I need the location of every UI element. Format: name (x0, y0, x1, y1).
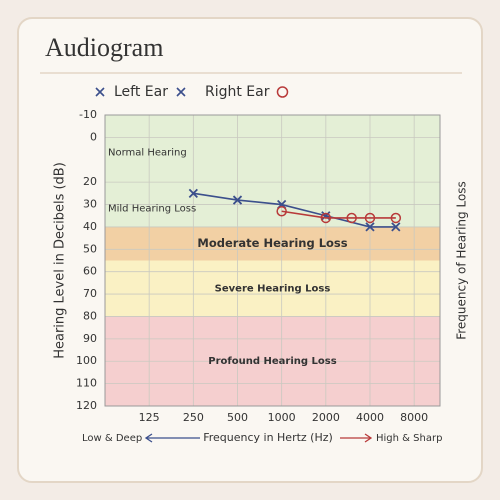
legend-marker (276, 86, 289, 98)
marker-o (364, 212, 376, 224)
y-tick-label: 90 (83, 332, 97, 345)
y-tick-label: 110 (76, 377, 97, 390)
y2-axis-label: Frequency of Hearing Loss (455, 181, 469, 340)
marker-x (188, 188, 198, 198)
x-tick-label: 500 (227, 411, 248, 424)
high-arrow (340, 433, 373, 443)
y-tick-label: 50 (83, 242, 97, 255)
y-tick-label: 60 (83, 265, 97, 278)
y-tick-label: 20 (83, 175, 97, 188)
y-tick-label: 70 (83, 287, 97, 300)
marker-x (365, 222, 375, 232)
y-tick-label: 40 (83, 220, 97, 233)
low-label: Low & Deep (82, 433, 142, 444)
series-line (281, 210, 396, 219)
marker-o (320, 212, 332, 224)
marker-x (391, 222, 401, 232)
title: Audiogram (45, 33, 163, 62)
legend-marker (176, 87, 186, 97)
band-label: Normal Hearing (108, 148, 187, 159)
low-arrow (144, 433, 200, 443)
x-tick-label: 1000 (268, 411, 296, 424)
high-label: High & Sharp (376, 433, 442, 444)
severity-band (105, 115, 440, 183)
x-tick-label: 2000 (312, 411, 340, 424)
y-tick-label: -10 (79, 108, 97, 121)
band-label: Mild Hearing Loss (108, 204, 196, 215)
x-tick-label: 8000 (400, 411, 428, 424)
x-tick-label: 125 (139, 411, 160, 424)
y-axis-label: Hearing Level in Decibels (dB) (53, 162, 68, 359)
legend-label: Right Ear (205, 84, 270, 100)
band-label: Moderate Hearing Loss (197, 236, 347, 250)
y-tick-label: 100 (76, 354, 97, 367)
x-axis-label: Frequency in Hertz (Hz) (203, 431, 333, 444)
band-label: Severe Hearing Loss (215, 283, 331, 294)
severity-band (105, 226, 440, 261)
x-tick-label: 4000 (356, 411, 384, 424)
band-label: Profound Hearing Loss (208, 356, 336, 367)
legend-marker (95, 87, 105, 97)
y-tick-label: 30 (83, 198, 97, 211)
y-tick-label: 0 (90, 130, 97, 143)
y-tick-label: 80 (83, 309, 97, 322)
marker-o (276, 206, 287, 217)
legend-label: Left Ear (114, 84, 168, 100)
x-tick-label: 250 (183, 411, 204, 424)
y-tick-label: 120 (76, 399, 97, 412)
marker-o (390, 212, 402, 224)
severity-band (105, 260, 440, 317)
marker-o (346, 212, 357, 224)
plot-border (104, 114, 441, 407)
series-line (193, 192, 396, 228)
marker-x (232, 195, 243, 205)
